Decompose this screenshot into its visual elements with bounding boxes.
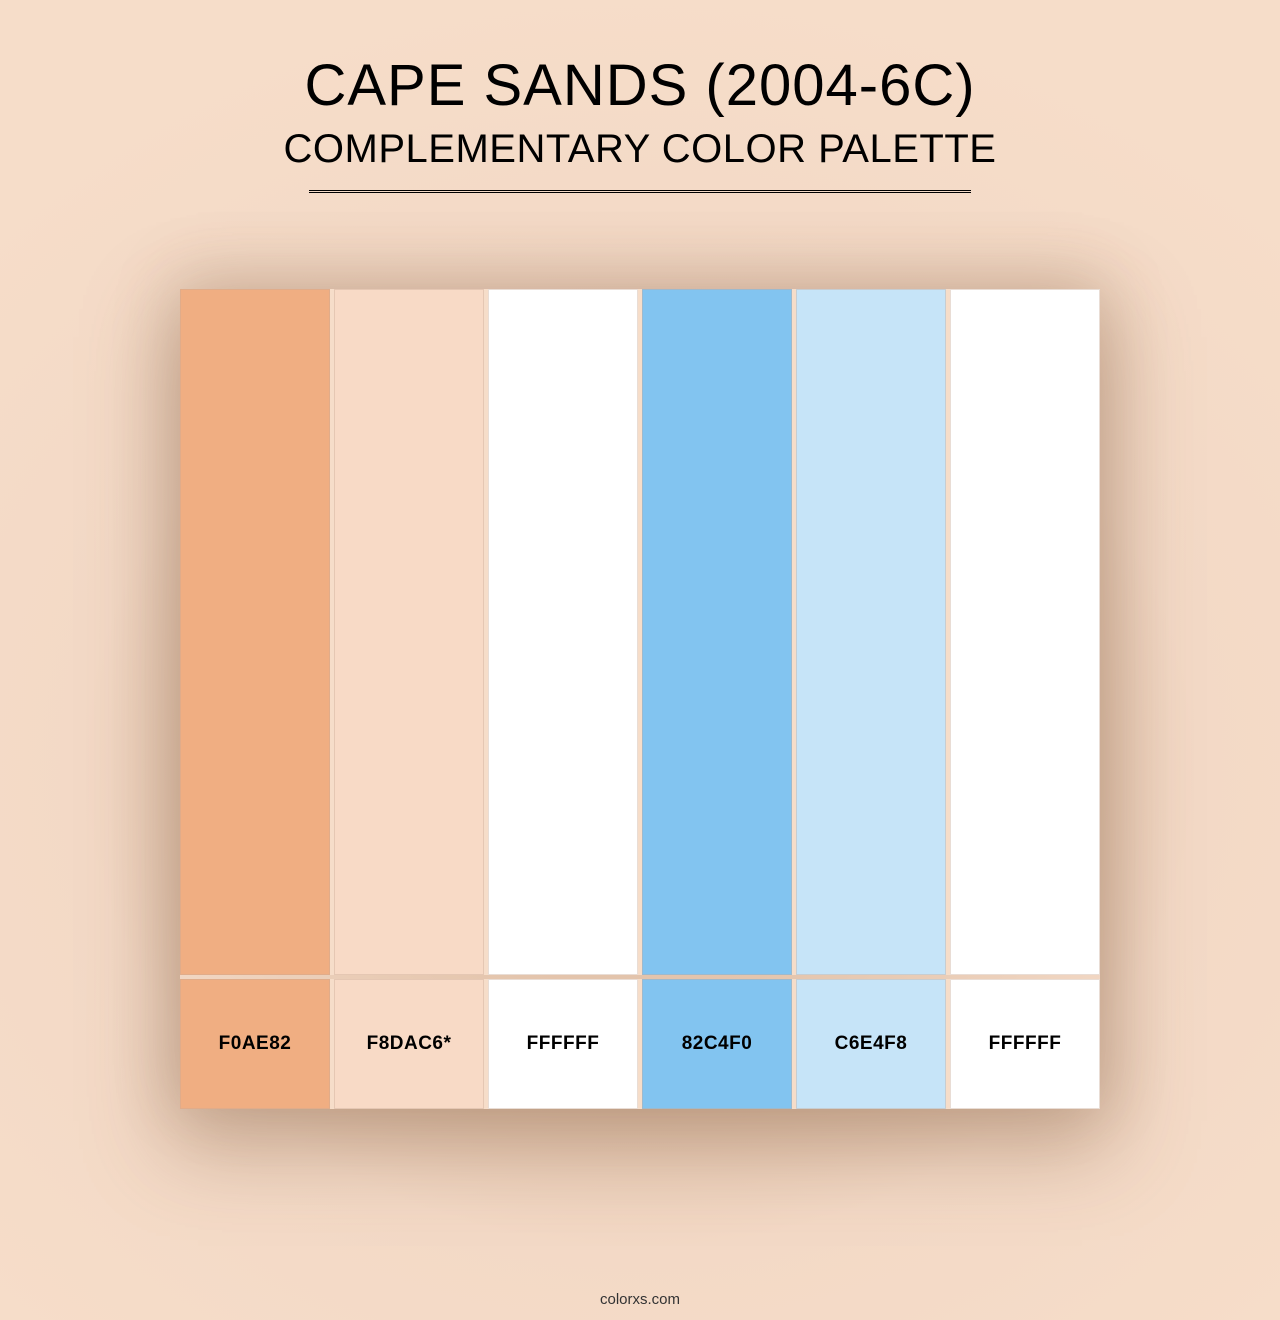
swatch bbox=[488, 289, 638, 975]
swatch bbox=[950, 289, 1100, 975]
header-divider bbox=[309, 190, 971, 193]
swatch bbox=[180, 289, 330, 975]
swatch-label: C6E4F8 bbox=[796, 979, 946, 1109]
swatch bbox=[796, 289, 946, 975]
page-subtitle: COMPLEMENTARY COLOR PALETTE bbox=[0, 127, 1280, 172]
swatch-row bbox=[180, 289, 1100, 975]
swatch-label-text: FFFFFF bbox=[527, 1033, 600, 1055]
swatch-label-text: F8DAC6* bbox=[367, 1033, 452, 1055]
swatch-label-text: C6E4F8 bbox=[835, 1033, 908, 1055]
swatch-label-text: FFFFFF bbox=[989, 1033, 1062, 1055]
swatch-label-text: F0AE82 bbox=[219, 1033, 292, 1055]
swatch-label-text: 82C4F0 bbox=[682, 1033, 753, 1055]
swatch-label: F8DAC6* bbox=[334, 979, 484, 1109]
header: CAPE SANDS (2004-6C) COMPLEMENTARY COLOR… bbox=[0, 0, 1280, 193]
swatch bbox=[334, 289, 484, 975]
swatch-label: FFFFFF bbox=[488, 979, 638, 1109]
swatch bbox=[642, 289, 792, 975]
page-title: CAPE SANDS (2004-6C) bbox=[0, 52, 1280, 119]
swatch-label: FFFFFF bbox=[950, 979, 1100, 1109]
swatch-label: F0AE82 bbox=[180, 979, 330, 1109]
palette: F0AE82 F8DAC6* FFFFFF 82C4F0 C6E4F8 FFFF… bbox=[180, 289, 1100, 1109]
footer: colorxs.com bbox=[0, 1291, 1280, 1308]
label-row: F0AE82 F8DAC6* FFFFFF 82C4F0 C6E4F8 FFFF… bbox=[180, 979, 1100, 1109]
swatch-label: 82C4F0 bbox=[642, 979, 792, 1109]
footer-text: colorxs.com bbox=[600, 1291, 680, 1308]
